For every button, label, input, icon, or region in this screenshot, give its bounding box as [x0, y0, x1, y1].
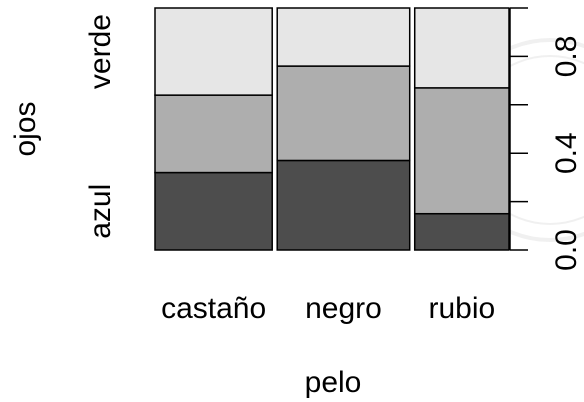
- y-axis-label: ojos: [9, 101, 42, 156]
- y-level-label: verde: [84, 14, 117, 89]
- bar-segment-negro-0: [276, 159, 411, 251]
- x-tick-label: castaño: [161, 292, 266, 325]
- x-tick-label: negro: [305, 292, 382, 325]
- bar-segment-negro-2: [276, 7, 411, 67]
- right-axis-tick-label: 0.4: [550, 132, 583, 174]
- bar-segment-rubio-0: [413, 212, 510, 251]
- x-tick-labels: castaño negro rubio: [161, 292, 495, 325]
- bar-segments: [154, 7, 510, 251]
- bar-segment-rubio-1: [413, 87, 510, 215]
- bar-segment-negro-1: [276, 65, 411, 162]
- y-level-labels: azul verde: [84, 14, 117, 239]
- bar-segment-rubio-2: [413, 7, 510, 89]
- right-axis-tick-label: 0.0: [550, 229, 583, 271]
- x-tick-label: rubio: [429, 292, 496, 325]
- bar-segment-castaño-0: [154, 171, 273, 251]
- bar-segment-castaño-2: [154, 7, 273, 96]
- right-axis-tick-label: 0.8: [550, 36, 583, 78]
- y-level-label: azul: [84, 184, 117, 239]
- bar-segment-castaño-1: [154, 94, 273, 174]
- x-axis-label: pelo: [305, 366, 362, 399]
- right-axis: 0.0 0.4 0.8: [509, 7, 583, 271]
